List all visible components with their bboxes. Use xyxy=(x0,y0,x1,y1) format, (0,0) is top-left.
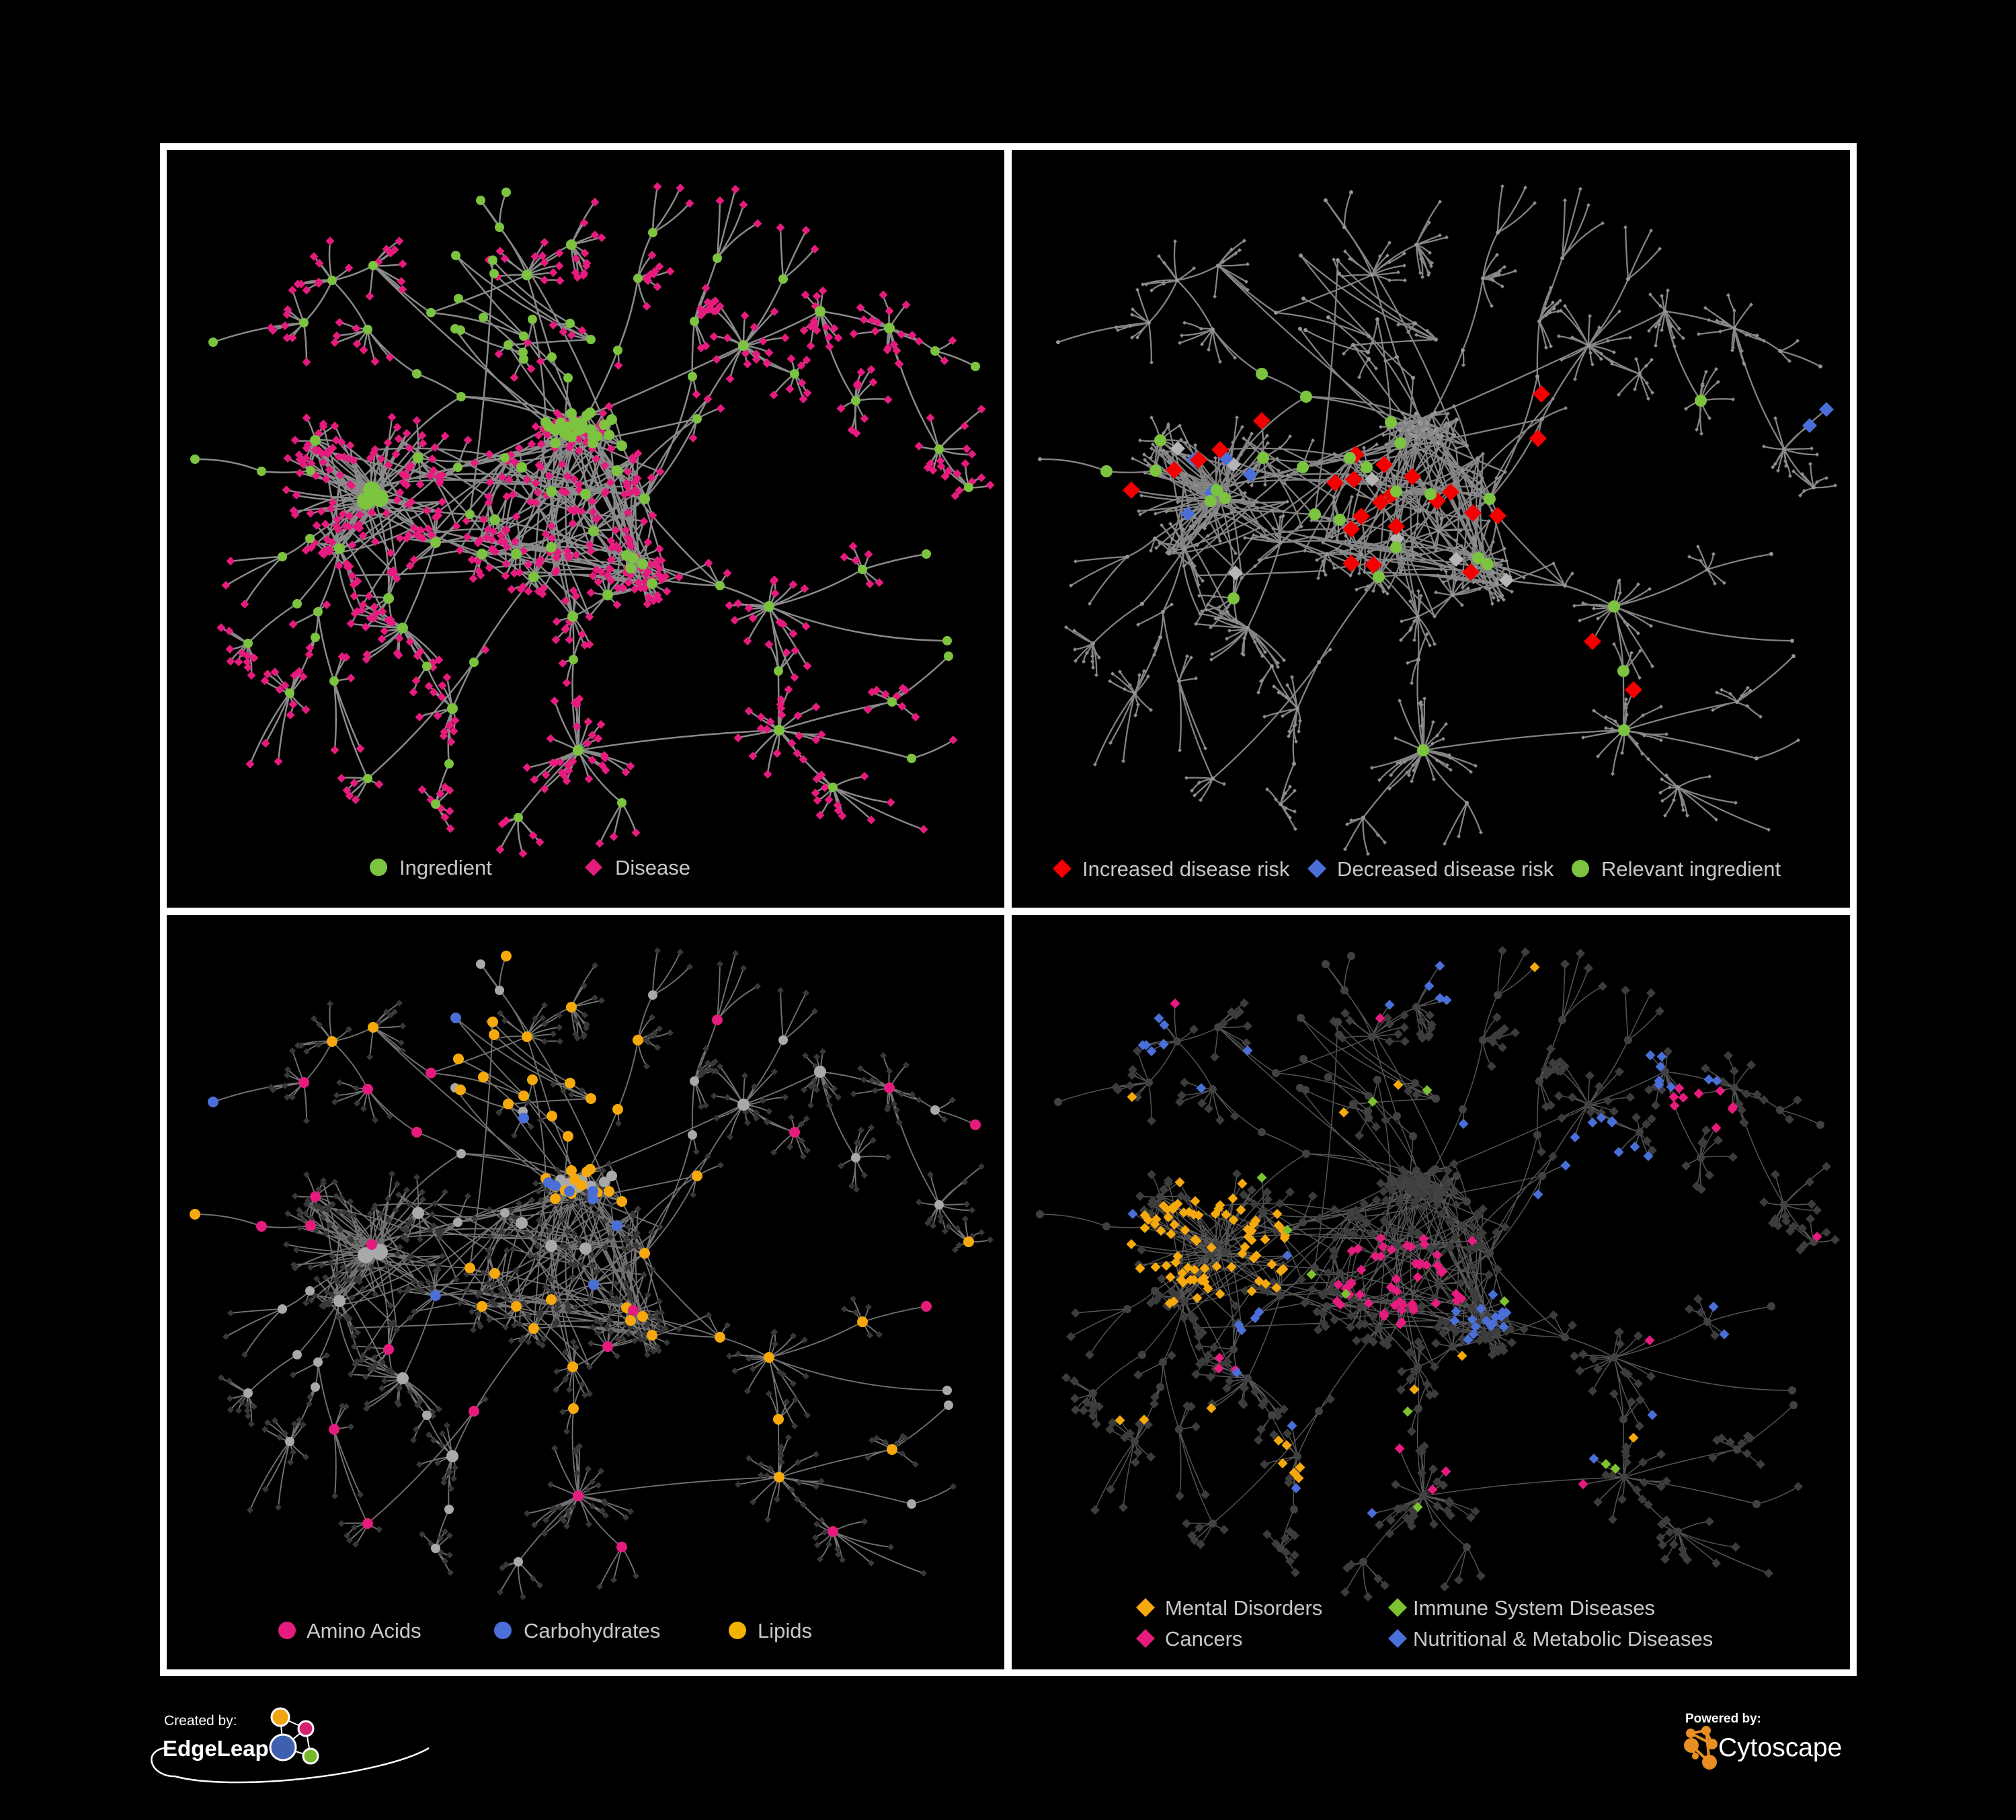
svg-text:Mental Disorders: Mental Disorders xyxy=(1165,1596,1322,1620)
svg-text:Decreased disease risk: Decreased disease risk xyxy=(1337,857,1554,881)
svg-text:Ingredient: Ingredient xyxy=(399,856,492,879)
svg-text:Lipids: Lipids xyxy=(758,1619,812,1643)
svg-text:Relevant ingredient: Relevant ingredient xyxy=(1601,857,1781,881)
svg-text:Nutritional & Metabolic Diseas: Nutritional & Metabolic Diseases xyxy=(1413,1627,1713,1651)
svg-text:Disease: Disease xyxy=(615,856,690,879)
svg-text:Cancers: Cancers xyxy=(1165,1627,1242,1651)
svg-text:Carbohydrates: Carbohydrates xyxy=(524,1619,660,1643)
svg-text:Amino Acids: Amino Acids xyxy=(307,1619,421,1643)
svg-text:EdgeLeap: EdgeLeap xyxy=(163,1736,269,1761)
svg-text:Cytoscape: Cytoscape xyxy=(1718,1733,1842,1762)
svg-text:Powered by:: Powered by: xyxy=(1685,1712,1761,1726)
svg-text:Created by:: Created by: xyxy=(164,1713,237,1729)
svg-text:Immune System Diseases: Immune System Diseases xyxy=(1413,1596,1655,1620)
svg-text:Increased disease risk: Increased disease risk xyxy=(1082,857,1290,881)
